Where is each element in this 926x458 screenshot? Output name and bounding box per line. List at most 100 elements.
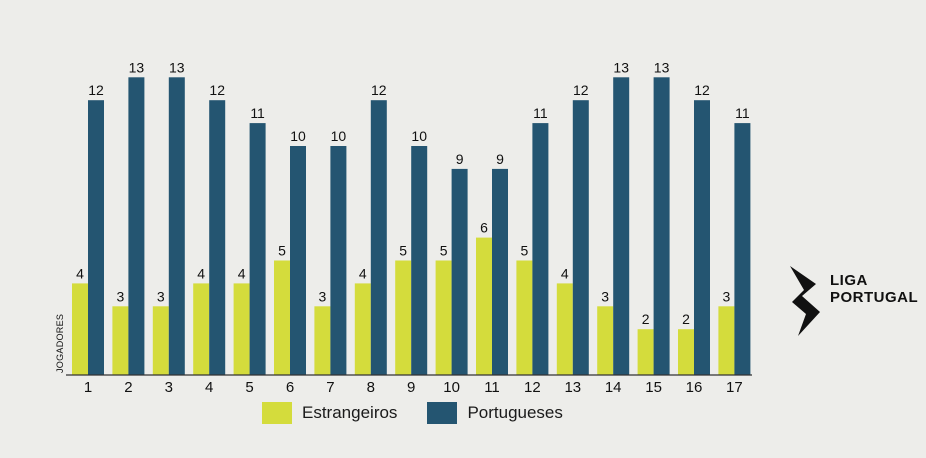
legend-swatch-portugueses <box>427 402 458 424</box>
data-label-estrangeiros-11: 6 <box>480 220 488 236</box>
bar-portugueses-16 <box>694 100 710 375</box>
data-label-portugueses-7: 10 <box>331 128 347 144</box>
logo-text-line2: PORTUGAL <box>830 289 919 306</box>
data-label-portugueses-10: 9 <box>456 151 464 167</box>
data-label-estrangeiros-12: 5 <box>521 243 529 259</box>
data-label-estrangeiros-15: 2 <box>642 311 650 327</box>
data-label-portugueses-11: 9 <box>496 151 504 167</box>
logo-text-line1: LIGA <box>830 272 868 289</box>
bar-estrangeiros-7 <box>314 306 331 375</box>
bar-portugueses-8 <box>370 100 387 375</box>
bar-estrangeiros-13 <box>556 283 573 375</box>
x-tick-labels: 1 2 3 4 5 6 7 8 9 10 11 12 13 14 15 16 17 <box>84 379 743 396</box>
data-label-portugueses-4: 12 <box>209 82 225 98</box>
data-label-estrangeiros-3: 3 <box>157 288 165 304</box>
bar-portugueses-15 <box>653 77 670 376</box>
legend-item-estrangeiros: Estrangeiros <box>262 402 397 424</box>
data-label-estrangeiros-5: 4 <box>238 265 246 281</box>
data-label-estrangeiros-4: 4 <box>197 265 205 281</box>
bar-estrangeiros-9 <box>395 260 412 375</box>
data-label-estrangeiros-10: 5 <box>440 243 448 259</box>
data-label-portugueses-6: 10 <box>290 128 306 144</box>
data-label-estrangeiros-13: 4 <box>561 265 569 281</box>
data-label-portugueses-15: 13 <box>654 59 670 75</box>
legend-item-portugueses: Portugueses <box>427 402 563 424</box>
bar-estrangeiros-3 <box>152 306 169 375</box>
bar-portugueses-13 <box>572 100 589 375</box>
data-label-estrangeiros-6: 5 <box>278 243 286 259</box>
legend-label-estrangeiros: Estrangeiros <box>302 403 398 422</box>
x-tick-label-9: 9 <box>407 379 415 396</box>
y-axis-label: JOGADORES <box>55 314 65 373</box>
bar-portugueses-1 <box>88 100 104 375</box>
x-tick-label-7: 7 <box>326 379 334 396</box>
bar-estrangeiros-12 <box>516 260 533 375</box>
x-tick-label-14: 14 <box>605 379 622 396</box>
bar-portugueses-3 <box>168 77 185 376</box>
bar-estrangeiros-1 <box>72 283 88 375</box>
logo-text: LIGA PORTUGAL <box>830 272 918 306</box>
x-tick-label-11: 11 <box>484 379 500 396</box>
bar-portugueses-7 <box>330 146 347 375</box>
x-tick-label-10: 10 <box>443 379 460 396</box>
bar-portugueses-2 <box>128 77 145 376</box>
x-tick-label-16: 16 <box>686 379 703 396</box>
data-label-estrangeiros-2: 3 <box>117 288 125 304</box>
x-tick-label-13: 13 <box>564 379 581 396</box>
x-tick-label-15: 15 <box>645 379 662 396</box>
bar-estrangeiros-11 <box>476 237 492 375</box>
bar-portugueses-6 <box>290 146 306 375</box>
x-tick-label-1: 1 <box>84 379 92 396</box>
x-tick-label-17: 17 <box>726 379 743 396</box>
bar-portugueses-5 <box>249 123 266 375</box>
bar-estrangeiros-10 <box>435 260 452 375</box>
x-tick-label-4: 4 <box>205 379 213 396</box>
data-label-portugueses-16: 12 <box>694 82 710 98</box>
legend-label-portugueses: Portugueses <box>467 403 563 422</box>
bar-portugueses-14 <box>613 77 630 376</box>
bar-estrangeiros-8 <box>354 283 371 375</box>
bar-estrangeiros-15 <box>637 329 654 375</box>
data-label-portugueses-9: 10 <box>411 128 427 144</box>
data-label-estrangeiros-17: 3 <box>723 288 731 304</box>
data-label-estrangeiros-8: 4 <box>359 265 367 281</box>
x-tick-label-2: 2 <box>124 379 132 396</box>
logo-mark-icon <box>790 266 820 336</box>
legend-swatch-estrangeiros <box>262 402 292 424</box>
data-label-portugueses-14: 13 <box>613 59 629 75</box>
bar-portugueses-11 <box>492 168 508 375</box>
bar-estrangeiros-4 <box>193 283 210 375</box>
bar-estrangeiros-5 <box>233 283 250 375</box>
data-label-portugueses-2: 13 <box>129 59 145 75</box>
x-tick-label-3: 3 <box>165 379 173 396</box>
bars-layer <box>72 77 751 376</box>
bar-portugueses-17 <box>734 123 751 375</box>
data-label-estrangeiros-16: 2 <box>682 311 690 327</box>
bar-estrangeiros-14 <box>597 306 614 375</box>
data-label-estrangeiros-7: 3 <box>319 288 327 304</box>
data-label-estrangeiros-1: 4 <box>76 265 84 281</box>
data-label-portugueses-17: 11 <box>735 105 750 121</box>
data-label-portugueses-13: 12 <box>573 82 589 98</box>
legend: Estrangeiros Portugueses <box>262 402 593 424</box>
bar-portugueses-10 <box>451 168 468 375</box>
data-label-portugueses-12: 11 <box>533 105 548 121</box>
data-label-portugueses-8: 12 <box>371 82 387 98</box>
data-label-estrangeiros-9: 5 <box>399 243 407 259</box>
data-label-portugueses-1: 12 <box>88 82 104 98</box>
x-tick-label-12: 12 <box>524 379 541 396</box>
bar-estrangeiros-2 <box>112 306 129 375</box>
data-label-portugueses-3: 13 <box>169 59 185 75</box>
data-label-portugueses-5: 11 <box>250 105 265 121</box>
labels-layer: 4 12 3 13 3 13 4 12 4 11 5 10 3 10 4 12 5 10 5 9 6 9 5 11 4 12 3 13… <box>76 59 750 327</box>
bar-estrangeiros-17 <box>718 306 735 375</box>
x-tick-label-5: 5 <box>245 379 253 396</box>
x-tick-label-6: 6 <box>286 379 294 396</box>
bar-portugueses-4 <box>209 100 226 375</box>
bar-portugueses-12 <box>532 123 549 375</box>
x-tick-label-8: 8 <box>367 379 375 396</box>
liga-portugal-logo: LIGA PORTUGAL <box>786 262 918 342</box>
bar-estrangeiros-6 <box>274 260 290 375</box>
